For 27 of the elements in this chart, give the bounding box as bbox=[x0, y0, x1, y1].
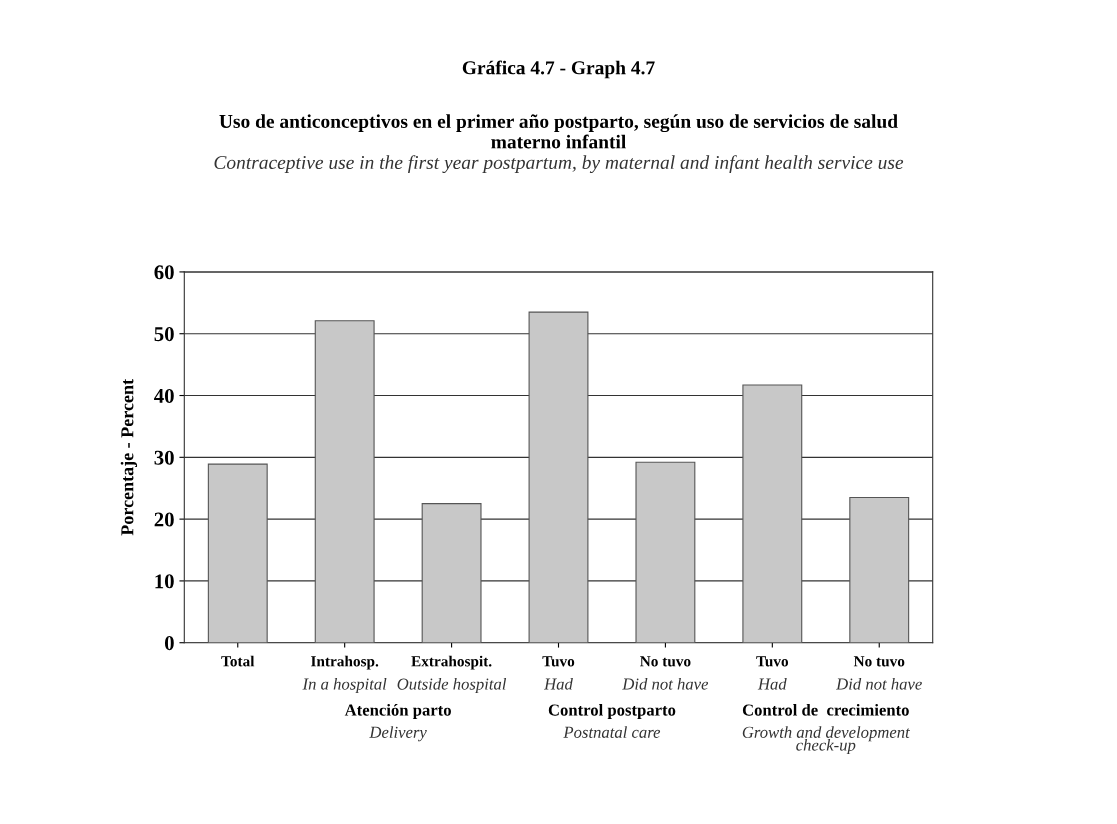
y-tick-label: 20 bbox=[154, 512, 174, 527]
text: Control de crecimiento Growth and development check-up bbox=[742, 703, 911, 755]
chart-subtitle: Contraceptive use in the first year postpartum, by maternal and infant health service use bbox=[214, 155, 904, 174]
bar bbox=[528, 311, 589, 643]
bar bbox=[421, 503, 482, 643]
y-tick-label: 60 bbox=[154, 265, 174, 280]
y-tick-label: 10 bbox=[155, 574, 174, 589]
bar bbox=[849, 496, 910, 643]
x-tick-label: Tuvo Had bbox=[542, 656, 575, 690]
y-tick-label: 30 bbox=[154, 450, 174, 465]
chart-title: Gráfica 4.7 - Graph 4.7 Uso de anticonceptivos en el primer año postparto, según uso de servicios de salud materno infantil bbox=[219, 60, 898, 149]
x-tick-label: Intrahosp. In a hospital bbox=[302, 655, 387, 694]
y-tick-label: 50 bbox=[154, 327, 174, 342]
bar bbox=[635, 461, 696, 643]
y-tick-label: 40 bbox=[154, 388, 174, 403]
x-tick-label: Tuvo Had bbox=[756, 656, 789, 690]
x-tick-label: Total bbox=[221, 655, 255, 667]
bar bbox=[207, 463, 268, 643]
x-tick-label: No tuvo Did not have bbox=[622, 656, 709, 690]
bar bbox=[314, 320, 375, 643]
bar bbox=[742, 384, 803, 643]
x-tick-label: No tuvo Did not have bbox=[836, 656, 922, 690]
text: Atención parto Delivery bbox=[344, 703, 451, 742]
text: Control postparto Postnatal care bbox=[548, 703, 676, 738]
x-tick-label: Extrahospit. Outside hospital bbox=[397, 655, 507, 694]
y-tick-label: 0 bbox=[164, 636, 174, 651]
y-axis-title: Porcentaje - Percent bbox=[120, 379, 138, 536]
